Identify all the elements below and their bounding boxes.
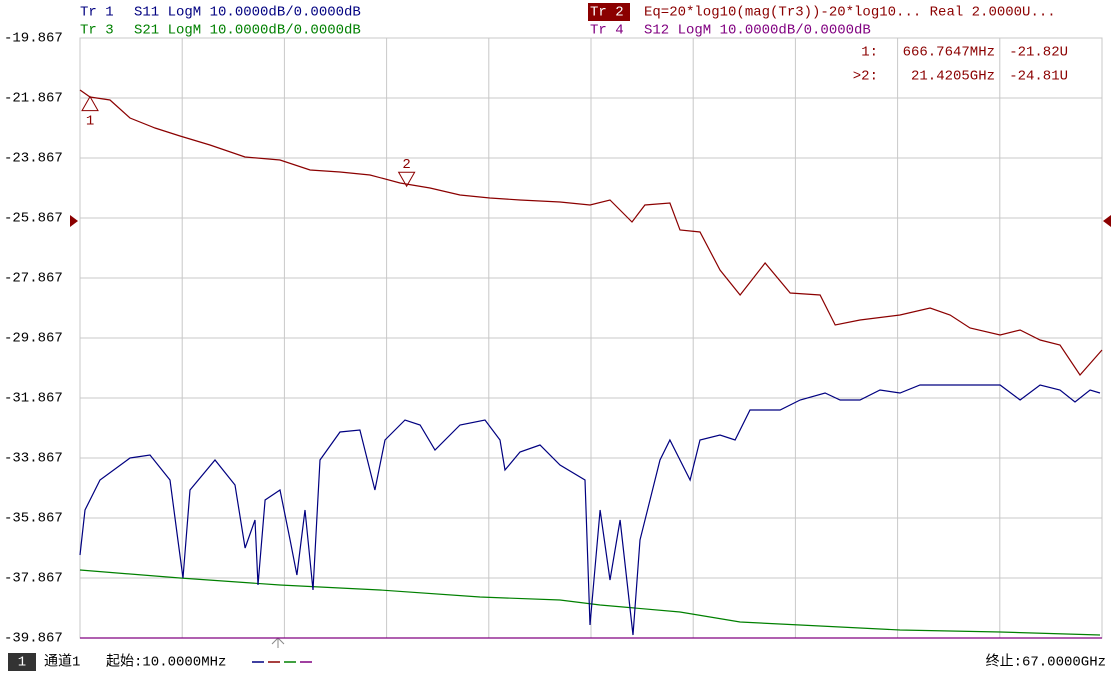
trace-line — [79, 569, 1101, 636]
marker-readout-y: -24.81U — [1009, 69, 1068, 85]
channel-name: 通道1 — [44, 654, 80, 671]
trace-name: Tr 3 — [80, 23, 114, 39]
trace-name: Tr 1 — [80, 5, 114, 21]
marker-label: 1 — [86, 113, 94, 129]
y-tick-label: -31.867 — [4, 391, 63, 407]
y-tick-label: -21.867 — [4, 91, 63, 107]
marker-readout-name: 1: — [861, 45, 878, 61]
y-tick-label: -29.867 — [4, 331, 63, 347]
marker-readout-x: 666.7647MHz — [903, 45, 995, 61]
y-tick-label: -37.867 — [4, 571, 63, 587]
trace-setting: S11 LogM 10.0000dB/0.0000dB — [134, 5, 361, 21]
marker-readout-x: 21.4205GHz — [911, 69, 995, 85]
channel-box — [8, 653, 36, 671]
marker-label: 2 — [402, 157, 410, 173]
trace-setting: Eq=20*log10(mag(Tr3))-20*log10... Real 2… — [644, 5, 1056, 21]
trace-setting: S12 LogM 10.0000dB/0.0000dB — [644, 23, 871, 39]
y-tick-label: -39.867 — [4, 631, 63, 647]
active-trace-box — [588, 3, 630, 21]
grid — [80, 37, 1102, 639]
marker-readout-name: >2: — [853, 69, 878, 85]
y-tick-label: -27.867 — [4, 271, 63, 287]
reference-arrow-right — [1103, 215, 1111, 227]
trace-setting: S21 LogM 10.0000dB/0.0000dB — [134, 23, 361, 39]
trace-name: Tr 2 — [590, 5, 624, 21]
y-tick-label: -23.867 — [4, 151, 63, 167]
marker-triangle — [397, 171, 416, 188]
status-bar — [0, 650, 1115, 675]
y-tick-label: -35.867 — [4, 511, 63, 527]
y-tick-label: -33.867 — [4, 451, 63, 467]
y-tick-label: -19.867 — [4, 31, 63, 47]
y-tick-label: -25.867 — [4, 211, 63, 227]
marker-triangle — [81, 95, 99, 112]
trace-line — [79, 89, 1103, 376]
trace-name: Tr 4 — [590, 23, 624, 39]
reference-arrow-left — [70, 215, 78, 227]
stop-frequency: 终止:67.0000GHz — [986, 654, 1106, 671]
marker-readout-y: -21.82U — [1009, 45, 1068, 61]
trace-line — [79, 384, 1101, 636]
channel-number: 1 — [18, 655, 26, 671]
start-frequency: 起始:10.0000MHz — [106, 654, 226, 671]
